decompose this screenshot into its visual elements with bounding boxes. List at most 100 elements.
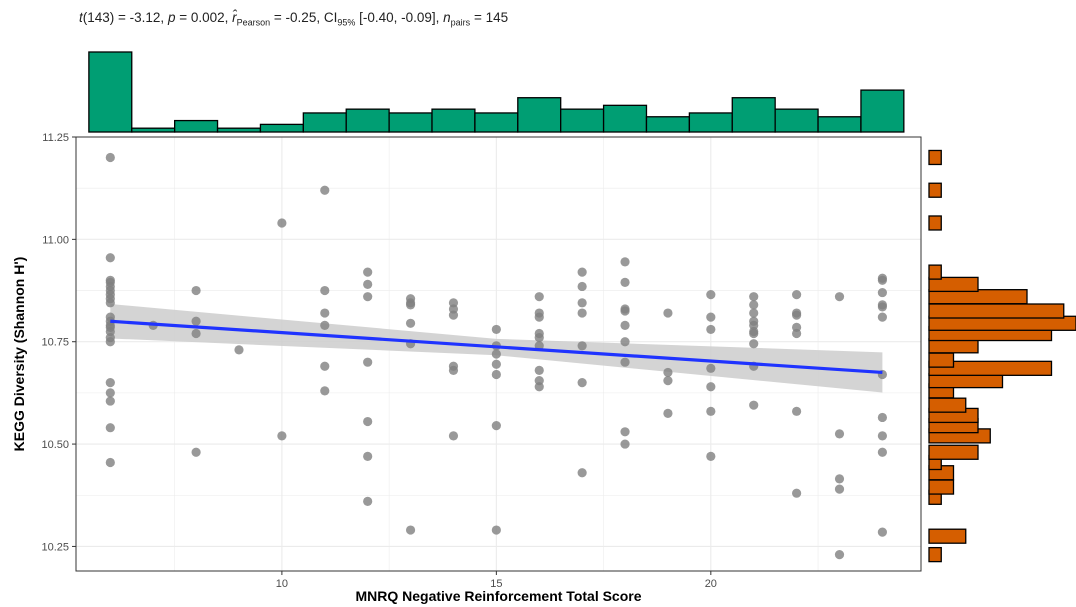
data-point <box>620 320 630 330</box>
x-hist-bar <box>431 108 476 133</box>
data-point <box>620 257 630 267</box>
y-hist-bar <box>928 397 967 413</box>
data-point <box>577 378 587 388</box>
data-point <box>491 421 501 431</box>
x-hist-bar <box>131 127 176 133</box>
data-point <box>405 300 416 310</box>
r-label: r̂ <box>232 10 237 25</box>
y-tick-label: 10.75 <box>41 337 69 349</box>
y-marginal-histogram <box>928 149 1076 563</box>
data-point <box>105 396 115 406</box>
y-axis-ticks: 10.25 10.50 10.75 11.00 11.25 <box>41 132 76 553</box>
y-hist-bar <box>928 149 942 166</box>
x-axis-ticks: 10 15 20 <box>276 571 717 590</box>
data-point <box>620 337 630 347</box>
x-tick-label: 10 <box>276 578 288 590</box>
y-hist-bar <box>928 444 979 460</box>
data-point <box>706 312 716 322</box>
data-point <box>534 333 544 343</box>
data-point <box>363 267 373 277</box>
y-hist-bar <box>928 264 942 280</box>
scatter-points <box>105 152 887 560</box>
data-point <box>663 367 673 378</box>
data-point <box>405 525 416 535</box>
data-point <box>105 152 115 163</box>
data-point <box>491 525 501 535</box>
data-point <box>191 447 201 457</box>
data-point <box>663 376 673 386</box>
data-point <box>363 416 373 427</box>
data-point <box>877 302 887 312</box>
data-point <box>663 408 673 418</box>
data-point <box>363 357 373 367</box>
r-value: = -0.25, CI <box>270 10 338 25</box>
data-point <box>834 474 845 484</box>
data-point <box>105 457 115 468</box>
y-tick-label: 11.25 <box>42 132 69 144</box>
y-axis-title: KEGG Diversity (Shannon H') <box>11 257 27 452</box>
x-hist-bar <box>817 116 862 133</box>
data-point <box>448 310 459 320</box>
data-point <box>877 527 887 537</box>
data-point <box>491 324 501 335</box>
n-subscript: pairs <box>450 17 471 28</box>
x-hist-bar <box>731 97 776 133</box>
data-point <box>706 363 716 373</box>
t-label: t <box>79 10 83 25</box>
x-hist-bar <box>474 112 519 133</box>
data-point <box>105 388 115 398</box>
data-point <box>105 298 115 308</box>
x-tick-label: 15 <box>490 578 502 590</box>
data-point <box>749 328 759 339</box>
x-marginal-histogram <box>88 51 905 133</box>
data-point <box>877 287 887 298</box>
y-tick-label: 11.00 <box>42 234 69 246</box>
t-value: (143) = -3.12, <box>82 10 168 25</box>
data-point <box>706 382 716 392</box>
data-point <box>792 406 802 416</box>
data-point <box>320 320 330 330</box>
y-hist-bar <box>928 352 955 368</box>
data-point <box>620 427 630 437</box>
x-hist-bar <box>302 112 347 133</box>
data-point <box>320 308 330 318</box>
data-point <box>577 267 587 277</box>
p-label: p <box>167 10 176 25</box>
x-tick-label: 20 <box>705 578 717 590</box>
r-subscript: Pearson <box>236 17 271 28</box>
data-point <box>749 339 759 349</box>
data-point <box>834 292 845 302</box>
data-point <box>877 431 887 441</box>
data-point <box>491 349 501 359</box>
data-point <box>792 290 802 300</box>
data-point <box>620 306 630 316</box>
data-point <box>363 451 373 461</box>
x-hist-bar <box>88 51 133 133</box>
data-point <box>191 328 201 339</box>
data-point <box>363 279 373 289</box>
data-point <box>363 496 373 506</box>
data-point <box>834 429 845 439</box>
data-point <box>749 300 759 310</box>
data-point <box>663 308 673 318</box>
data-point <box>749 292 759 302</box>
x-hist-bar <box>174 119 219 133</box>
data-point <box>577 298 587 308</box>
data-point <box>706 324 716 335</box>
x-hist-bar <box>345 108 390 133</box>
y-hist-bar <box>928 546 942 563</box>
y-hist-bar <box>928 215 942 231</box>
data-point <box>706 451 716 461</box>
ci-value: [-0.40, -0.09], <box>355 10 444 25</box>
data-point <box>277 218 287 228</box>
y-hist-bar <box>928 303 1065 319</box>
data-point <box>706 406 716 416</box>
x-hist-bar <box>645 116 691 133</box>
data-point <box>749 308 759 318</box>
x-hist-bar <box>560 108 605 133</box>
data-point <box>105 378 115 388</box>
x-hist-bar <box>860 89 905 133</box>
p-value: = 0.002, <box>175 10 233 25</box>
panel-border <box>75 136 922 572</box>
